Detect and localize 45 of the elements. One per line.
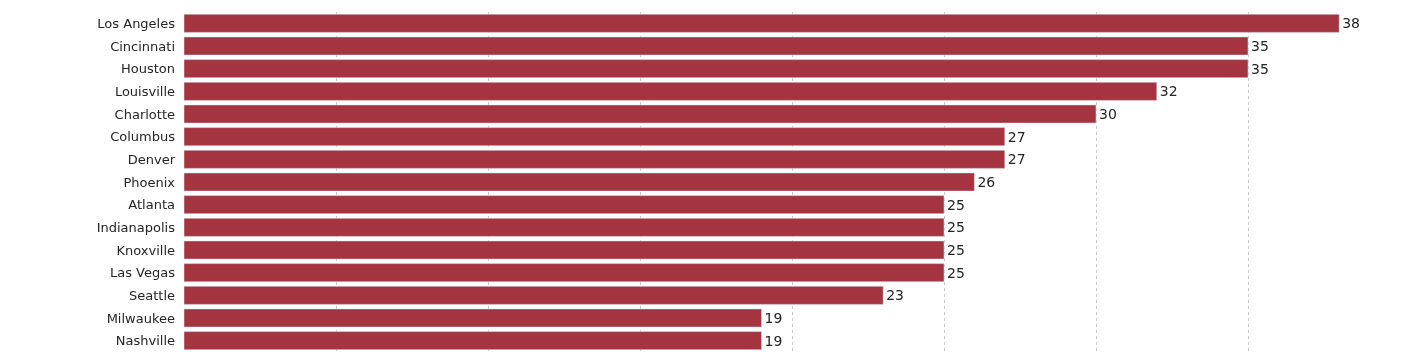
data-label: 30 (1099, 106, 1117, 122)
data-label: 26 (977, 174, 996, 190)
y-tick-label: Houston (120, 61, 175, 77)
bar (184, 150, 1006, 169)
bar (184, 82, 1158, 101)
data-label: 25 (947, 219, 965, 236)
bar (184, 308, 762, 328)
y-tick-label: Nashville (115, 333, 175, 349)
bar (184, 286, 884, 305)
bar (184, 195, 945, 214)
data-label: 32 (1159, 83, 1178, 100)
y-tick-label: Charlotte (114, 106, 175, 122)
data-label: 19 (764, 332, 783, 349)
y-tick-label: Denver (127, 151, 176, 167)
bar (184, 104, 1097, 124)
data-label: 35 (1251, 38, 1269, 54)
bar (184, 218, 945, 237)
bar (184, 172, 975, 192)
data-label: 25 (947, 196, 965, 213)
y-tick-label: Milwaukee (106, 310, 175, 326)
data-label: 25 (947, 264, 965, 281)
bar (184, 263, 945, 282)
data-label: 25 (947, 242, 965, 258)
data-label: 38 (1342, 15, 1361, 32)
y-tick-label: Los Angeles (97, 15, 176, 31)
y-tick-label: Phoenix (123, 174, 176, 190)
y-tick-label: Cincinnati (110, 38, 175, 54)
data-label: 23 (886, 287, 905, 304)
bar (184, 127, 1006, 146)
bar (184, 36, 1249, 56)
y-tick-label: Seattle (128, 287, 175, 303)
bar (184, 59, 1249, 78)
y-tick-label: Indianapolis (96, 219, 176, 235)
y-tick-label: Knoxville (116, 242, 175, 258)
y-tick-label: Las Vegas (110, 265, 176, 281)
bar (184, 331, 762, 350)
bar (184, 14, 1340, 33)
bar (184, 240, 945, 260)
data-label: 35 (1251, 60, 1269, 77)
data-label: 27 (1007, 151, 1026, 168)
y-tick-label: Atlanta (128, 197, 175, 213)
y-tick-label: Louisville (114, 83, 175, 99)
y-tick-label: Columbus (110, 129, 176, 145)
data-label: 27 (1007, 128, 1026, 145)
data-label: 19 (764, 310, 783, 326)
